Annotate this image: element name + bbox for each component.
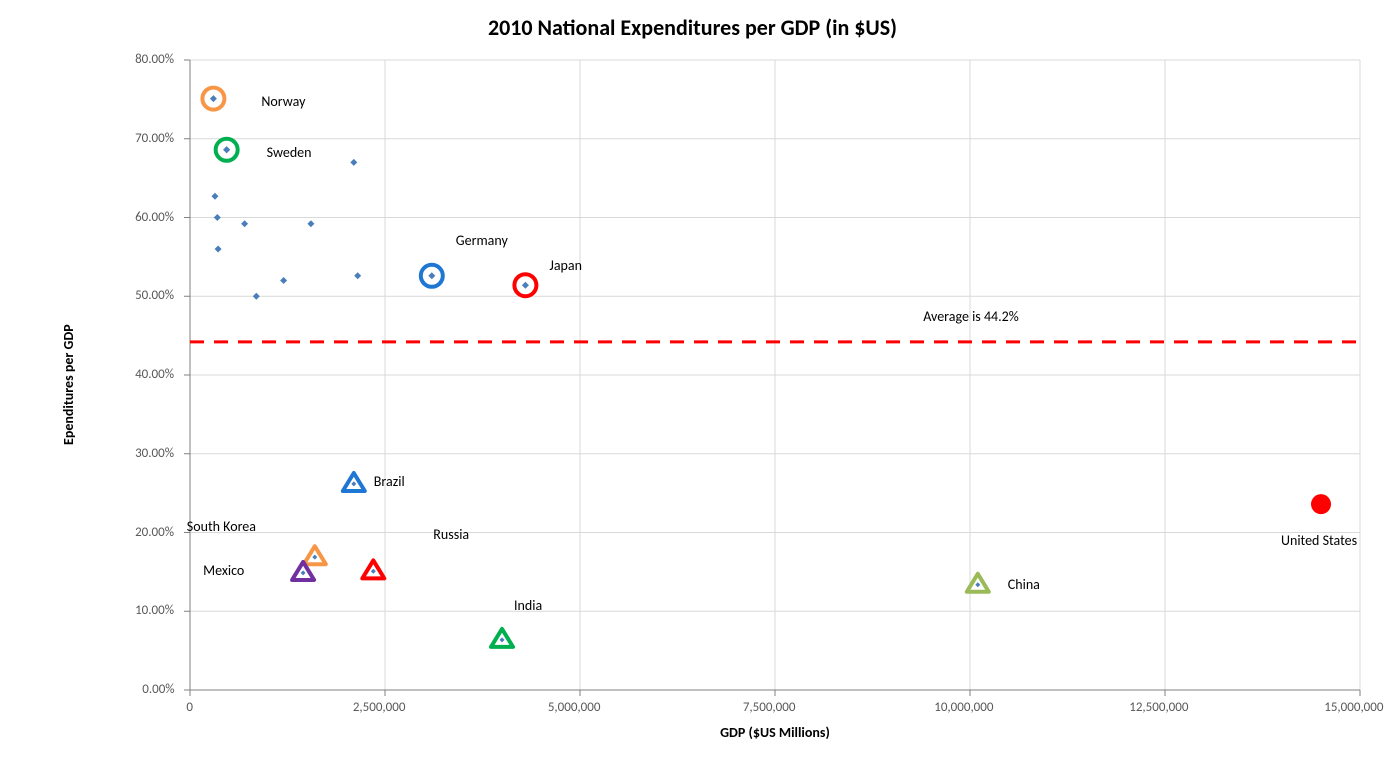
- y-tick-label: 60.00%: [135, 210, 174, 225]
- data-point-label: Norway: [261, 93, 305, 110]
- x-tick-label: 0: [186, 700, 193, 715]
- data-point-label: China: [1008, 576, 1040, 593]
- y-tick-label: 80.00%: [135, 52, 174, 67]
- x-tick-label: 7,500,000: [743, 700, 796, 715]
- x-tick-label: 10,000,000: [934, 700, 993, 715]
- data-point-label: Mexico: [203, 562, 244, 579]
- x-tick-label: 12,500,000: [1129, 700, 1188, 715]
- data-point-label: Brazil: [374, 473, 405, 490]
- data-point-label: Japan: [549, 257, 582, 274]
- data-point-label: Germany: [456, 232, 508, 249]
- x-axis-title: GDP ($US Millions): [665, 724, 885, 741]
- y-tick-label: 0.00%: [142, 682, 174, 697]
- y-tick-label: 50.00%: [135, 288, 174, 303]
- y-tick-label: 70.00%: [135, 131, 174, 146]
- data-point-label: India: [514, 597, 542, 614]
- data-point-label: South Korea: [187, 518, 256, 535]
- y-axis-title: Ependitures per GDP: [60, 324, 77, 445]
- chart-container: 2010 National Expenditures per GDP (in $…: [0, 0, 1385, 773]
- data-point-label: United States: [1281, 532, 1357, 549]
- x-tick-label: 15,000,000: [1324, 700, 1383, 715]
- x-tick-label: 2,500,000: [353, 700, 406, 715]
- chart-svg: [0, 0, 1385, 773]
- y-tick-label: 40.00%: [135, 367, 174, 382]
- y-tick-label: 10.00%: [135, 603, 174, 618]
- data-point-label: Sweden: [267, 144, 312, 161]
- data-point-label: Russia: [433, 526, 469, 543]
- y-tick-label: 30.00%: [135, 446, 174, 461]
- y-tick-label: 20.00%: [135, 525, 174, 540]
- average-line-label: Average is 44.2%: [923, 308, 1019, 325]
- x-tick-label: 5,000,000: [548, 700, 601, 715]
